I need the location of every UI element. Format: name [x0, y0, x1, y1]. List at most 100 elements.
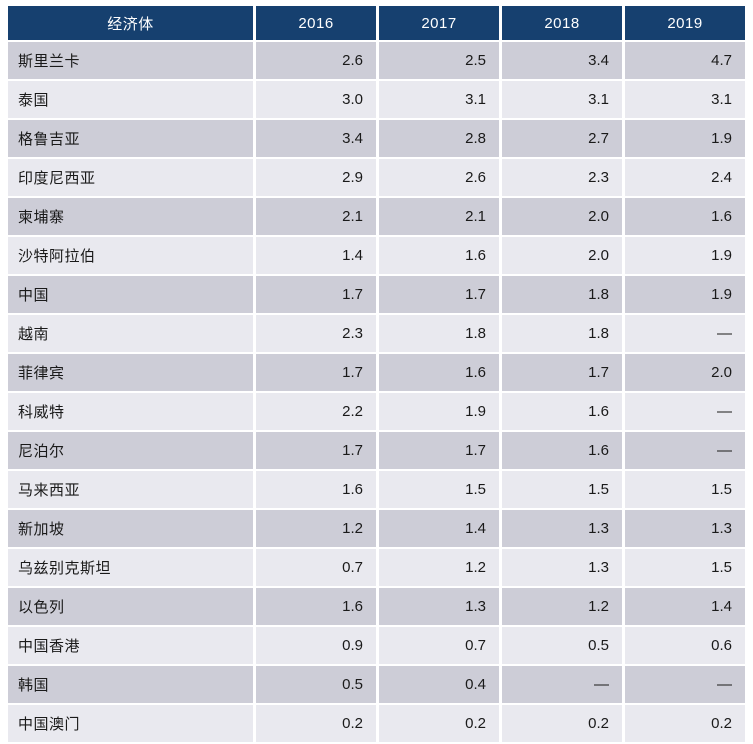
table-row: 泰国 3.0 3.1 3.1 3.1: [8, 81, 745, 118]
value-cell: 1.2: [256, 510, 376, 547]
value-cell: 1.5: [502, 471, 622, 508]
value-cell: 3.4: [256, 120, 376, 157]
value-cell: —: [625, 666, 745, 703]
value-cell: 1.9: [625, 237, 745, 274]
value-cell: 2.0: [625, 354, 745, 391]
column-header-2017: 2017: [379, 6, 499, 40]
table-row: 格鲁吉亚 3.4 2.8 2.7 1.9: [8, 120, 745, 157]
value-cell: 0.5: [502, 627, 622, 664]
value-cell: 1.4: [379, 510, 499, 547]
economy-name-cell: 以色列: [8, 588, 253, 625]
value-cell: 1.7: [502, 354, 622, 391]
value-cell: —: [625, 432, 745, 469]
value-cell: 1.5: [625, 471, 745, 508]
value-cell: 3.1: [379, 81, 499, 118]
value-cell: 1.3: [625, 510, 745, 547]
economy-name-cell: 中国香港: [8, 627, 253, 664]
value-cell: 3.1: [502, 81, 622, 118]
value-cell: —: [625, 393, 745, 430]
value-cell: 0.5: [256, 666, 376, 703]
table-row: 越南 2.3 1.8 1.8—: [8, 315, 745, 352]
value-cell: 1.5: [625, 549, 745, 586]
value-cell: 2.4: [625, 159, 745, 196]
value-cell: 1.2: [502, 588, 622, 625]
table-row: 新加坡 1.2 1.4 1.3 1.3: [8, 510, 745, 547]
value-cell: 2.3: [256, 315, 376, 352]
economy-name-cell: 中国: [8, 276, 253, 313]
value-cell: 1.6: [379, 354, 499, 391]
economy-name-cell: 斯里兰卡: [8, 42, 253, 79]
value-cell: 1.3: [502, 510, 622, 547]
value-cell: 0.6: [625, 627, 745, 664]
economy-name-cell: 马来西亚: [8, 471, 253, 508]
economy-name-cell: 印度尼西亚: [8, 159, 253, 196]
table-row: 韩国 0.5 0.4— —: [8, 666, 745, 703]
table-row: 马来西亚 1.6 1.5 1.5 1.5: [8, 471, 745, 508]
table-row: 柬埔寨 2.1 2.1 2.0 1.6: [8, 198, 745, 235]
header-row: 经济体 2016 2017 2018 2019: [8, 6, 745, 40]
value-cell: 1.7: [379, 276, 499, 313]
value-cell: 1.5: [379, 471, 499, 508]
value-cell: 0.7: [379, 627, 499, 664]
table-row: 尼泊尔 1.7 1.7 1.6—: [8, 432, 745, 469]
table-row: 以色列 1.6 1.3 1.2 1.4: [8, 588, 745, 625]
value-cell: 1.6: [502, 393, 622, 430]
value-cell: 1.6: [256, 588, 376, 625]
table-row: 乌兹别克斯坦 0.7 1.2 1.3 1.5: [8, 549, 745, 586]
value-cell: 3.1: [625, 81, 745, 118]
economy-name-cell: 菲律宾: [8, 354, 253, 391]
value-cell: 1.2: [379, 549, 499, 586]
value-cell: 1.8: [502, 276, 622, 313]
economy-name-cell: 尼泊尔: [8, 432, 253, 469]
economy-name-cell: 科威特: [8, 393, 253, 430]
value-cell: 1.6: [625, 198, 745, 235]
value-cell: 1.9: [379, 393, 499, 430]
value-cell: 1.9: [625, 276, 745, 313]
economy-name-cell: 乌兹别克斯坦: [8, 549, 253, 586]
value-cell: 2.1: [379, 198, 499, 235]
value-cell: 1.7: [256, 354, 376, 391]
value-cell: 0.4: [379, 666, 499, 703]
value-cell: 2.0: [502, 198, 622, 235]
economy-name-cell: 越南: [8, 315, 253, 352]
value-cell: 2.7: [502, 120, 622, 157]
value-cell: 1.7: [256, 432, 376, 469]
table-row: 中国 1.7 1.7 1.8 1.9: [8, 276, 745, 313]
column-header-economy: 经济体: [8, 6, 253, 40]
table-row: 科威特 2.2 1.9 1.6—: [8, 393, 745, 430]
value-cell: 1.8: [379, 315, 499, 352]
value-cell: 2.8: [379, 120, 499, 157]
economy-name-cell: 沙特阿拉伯: [8, 237, 253, 274]
value-cell: 3.4: [502, 42, 622, 79]
economy-name-cell: 泰国: [8, 81, 253, 118]
table-row: 斯里兰卡 2.6 2.5 3.4 4.7: [8, 42, 745, 79]
value-cell: —: [625, 315, 745, 352]
table-row: 印度尼西亚 2.9 2.6 2.3 2.4: [8, 159, 745, 196]
value-cell: 1.4: [256, 237, 376, 274]
value-cell: 1.6: [256, 471, 376, 508]
economy-table-container: 经济体 2016 2017 2018 2019 斯里兰卡 2.6 2.5 3.4 4.7…: [5, 4, 748, 744]
column-header-2016: 2016: [256, 6, 376, 40]
value-cell: 2.0: [502, 237, 622, 274]
value-cell: 2.6: [379, 159, 499, 196]
value-cell: 0.7: [256, 549, 376, 586]
value-cell: 1.6: [502, 432, 622, 469]
value-cell: 1.8: [502, 315, 622, 352]
economy-name-cell: 格鲁吉亚: [8, 120, 253, 157]
table-row: 中国香港 0.9 0.7 0.5 0.6: [8, 627, 745, 664]
value-cell: 1.4: [625, 588, 745, 625]
table-body: 斯里兰卡 2.6 2.5 3.4 4.7 泰国 3.0 3.1 3.1 3.1 格鲁吉亚 3.4 2.8…: [8, 42, 745, 742]
economy-growth-table: 经济体 2016 2017 2018 2019 斯里兰卡 2.6 2.5 3.4 4.7…: [5, 4, 748, 744]
value-cell: 0.9: [256, 627, 376, 664]
value-cell: 1.7: [379, 432, 499, 469]
value-cell: 1.3: [379, 588, 499, 625]
value-cell: 2.5: [379, 42, 499, 79]
economy-name-cell: 新加坡: [8, 510, 253, 547]
value-cell: 1.6: [379, 237, 499, 274]
table-row: 沙特阿拉伯 1.4 1.6 2.0 1.9: [8, 237, 745, 274]
value-cell: 2.9: [256, 159, 376, 196]
economy-name-cell: 韩国: [8, 666, 253, 703]
value-cell: 2.6: [256, 42, 376, 79]
value-cell: 1.3: [502, 549, 622, 586]
value-cell: 1.7: [256, 276, 376, 313]
